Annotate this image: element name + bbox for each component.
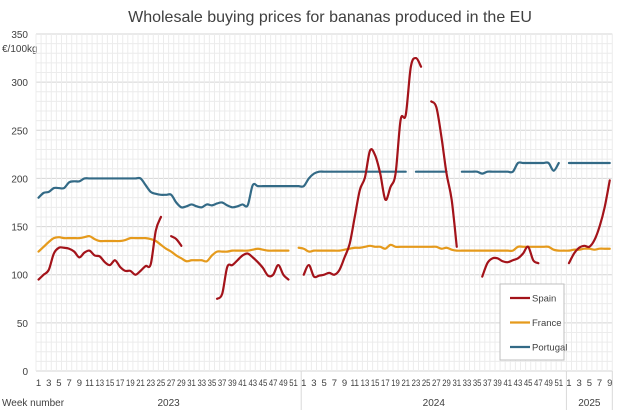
y-tick-label: 100 [11, 271, 28, 282]
series-portugal [37, 161, 611, 209]
x-tick-label: 23 [146, 378, 155, 389]
x-tick-label: 17 [381, 378, 390, 389]
x-tick-label: 41 [238, 378, 247, 389]
legend-label: Portugal [532, 343, 567, 354]
series-line-segment [302, 56, 423, 279]
y-axis-ticks: 0 50 100 150 200 250 300 350 [11, 30, 28, 378]
x-tick-label: 31 [187, 378, 196, 389]
x-tick-label: 5 [56, 378, 61, 389]
x-tick-label: 51 [289, 378, 298, 389]
x-tick-label: 27 [167, 378, 176, 389]
series-line-segment [170, 235, 183, 247]
x-tick-label: 21 [136, 378, 145, 389]
x-tick-label: 9 [607, 378, 612, 389]
series-line-segment [215, 252, 290, 300]
y-tick-label: 200 [11, 174, 28, 185]
x-tick-label: 39 [228, 378, 237, 389]
x-tick-label: 9 [342, 378, 347, 389]
x-tick-label: 27 [432, 378, 441, 389]
x-tick-label: 49 [279, 378, 288, 389]
x-axis-ticks: 1 3 5 7 9 11 13 15 17 19 21 23 25 27 29 31 33 35 37 39 41 43 4… [36, 371, 613, 410]
y-tick-label: 50 [17, 319, 29, 330]
series-line-segment [430, 100, 458, 248]
series-line-segment [481, 245, 540, 278]
x-tick-label: 7 [332, 378, 337, 389]
legend-label: Spain [532, 294, 556, 305]
x-tick-label: 1 [566, 378, 571, 389]
y-axis-label: €/100kg [2, 44, 38, 55]
x-tick-label: 47 [269, 378, 278, 389]
x-tick-label: 45 [524, 378, 533, 389]
x-tick-label: 41 [503, 378, 512, 389]
x-tick-label: 35 [208, 378, 217, 389]
x-axis-label: Week number [2, 398, 65, 409]
y-tick-label: 150 [11, 223, 28, 234]
series-spain [37, 56, 611, 300]
x-tick-label: 49 [544, 378, 553, 389]
series-line-segment [297, 243, 611, 253]
x-tick-label: 7 [597, 378, 602, 389]
x-tick-label: 15 [106, 378, 115, 389]
x-tick-label: 29 [177, 378, 186, 389]
x-tick-label: 19 [126, 378, 135, 389]
x-tick-label: 1 [36, 378, 41, 389]
x-tick-label: 25 [422, 378, 431, 389]
y-tick-label: 350 [11, 30, 28, 41]
y-tick-label: 300 [11, 78, 28, 89]
series-line-segment [567, 179, 611, 265]
legend-label: France [532, 318, 562, 329]
x-tick-label: 3 [311, 378, 316, 389]
x-tick-label: 51 [554, 378, 563, 389]
x-tick-label: 43 [514, 378, 523, 389]
series-lines [37, 56, 611, 300]
x-tick-label: 11 [85, 378, 94, 389]
series-line-segment [460, 161, 560, 175]
x-tick-label: 37 [218, 378, 227, 389]
x-tick-label: 31 [452, 378, 461, 389]
year-label: 2023 [157, 398, 180, 409]
x-tick-label: 33 [463, 378, 472, 389]
x-tick-label: 13 [361, 378, 370, 389]
x-tick-label: 7 [67, 378, 72, 389]
year-label: 2025 [578, 398, 601, 409]
x-tick-label: 29 [442, 378, 451, 389]
legend: Spain France Portugal [499, 283, 567, 361]
series-line-segment [37, 235, 290, 263]
x-tick-label: 19 [391, 378, 400, 389]
x-tick-label: 15 [371, 378, 380, 389]
x-tick-label: 35 [473, 378, 482, 389]
x-tick-label: 21 [401, 378, 410, 389]
series-france [37, 235, 611, 263]
x-tick-label: 9 [77, 378, 82, 389]
x-tick-label: 45 [259, 378, 268, 389]
series-line-segment [37, 170, 407, 209]
x-tick-label: 1 [301, 378, 306, 389]
x-tick-label: 17 [116, 378, 125, 389]
x-tick-label: 47 [534, 378, 543, 389]
x-tick-label: 13 [95, 378, 104, 389]
x-tick-label: 5 [587, 378, 592, 389]
x-tick-label: 3 [577, 378, 582, 389]
x-tick-label: 33 [197, 378, 206, 389]
y-tick-label: 250 [11, 126, 28, 137]
year-label: 2024 [423, 398, 446, 409]
x-tick-label: 37 [483, 378, 492, 389]
x-tick-label: 39 [493, 378, 502, 389]
y-tick-label: 0 [22, 367, 28, 378]
x-tick-label: 43 [248, 378, 257, 389]
x-tick-label: 23 [412, 378, 421, 389]
x-tick-label: 3 [46, 378, 51, 389]
chart-title: Wholesale buying prices for bananas prod… [128, 9, 532, 26]
x-tick-label: 11 [350, 378, 359, 389]
x-tick-label: 5 [322, 378, 327, 389]
x-tick-label: 25 [157, 378, 166, 389]
